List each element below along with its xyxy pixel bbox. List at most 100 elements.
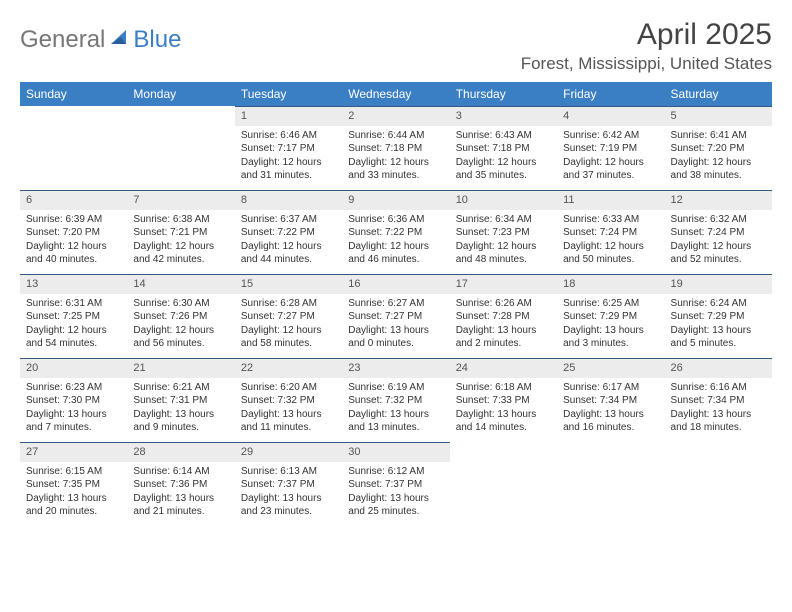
day-number: 25 <box>557 358 664 378</box>
day-number: 3 <box>450 106 557 126</box>
day-number: 9 <box>342 190 449 210</box>
sunset-text: Sunset: 7:28 PM <box>456 310 551 324</box>
sunrise-text: Sunrise: 6:24 AM <box>671 297 766 311</box>
day-number: 22 <box>235 358 342 378</box>
daylight-text: Daylight: 13 hours and 23 minutes. <box>241 492 336 519</box>
day-body: Sunrise: 6:21 AMSunset: 7:31 PMDaylight:… <box>127 378 234 439</box>
day-body: Sunrise: 6:14 AMSunset: 7:36 PMDaylight:… <box>127 462 234 523</box>
sunset-text: Sunset: 7:32 PM <box>241 394 336 408</box>
sunset-text: Sunset: 7:34 PM <box>671 394 766 408</box>
day-number: 14 <box>127 274 234 294</box>
sunrise-text: Sunrise: 6:38 AM <box>133 213 228 227</box>
calendar-day-cell: 7Sunrise: 6:38 AMSunset: 7:21 PMDaylight… <box>127 190 234 274</box>
calendar-day-cell: 29Sunrise: 6:13 AMSunset: 7:37 PMDayligh… <box>235 442 342 526</box>
calendar-day-cell: 16Sunrise: 6:27 AMSunset: 7:27 PMDayligh… <box>342 274 449 358</box>
calendar-day-cell: 12Sunrise: 6:32 AMSunset: 7:24 PMDayligh… <box>665 190 772 274</box>
sunset-text: Sunset: 7:18 PM <box>456 142 551 156</box>
calendar-day-cell: 20Sunrise: 6:23 AMSunset: 7:30 PMDayligh… <box>20 358 127 442</box>
daylight-text: Daylight: 12 hours and 46 minutes. <box>348 240 443 267</box>
day-body: Sunrise: 6:39 AMSunset: 7:20 PMDaylight:… <box>20 210 127 271</box>
sunrise-text: Sunrise: 6:31 AM <box>26 297 121 311</box>
calendar-week-row: 6Sunrise: 6:39 AMSunset: 7:20 PMDaylight… <box>20 190 772 274</box>
day-number: 20 <box>20 358 127 378</box>
calendar-day-cell: 26Sunrise: 6:16 AMSunset: 7:34 PMDayligh… <box>665 358 772 442</box>
day-number: 24 <box>450 358 557 378</box>
day-number: 26 <box>665 358 772 378</box>
day-number: 27 <box>20 442 127 462</box>
weekday-header: Wednesday <box>342 82 449 106</box>
day-body: Sunrise: 6:27 AMSunset: 7:27 PMDaylight:… <box>342 294 449 355</box>
daylight-text: Daylight: 13 hours and 9 minutes. <box>133 408 228 435</box>
sunrise-text: Sunrise: 6:17 AM <box>563 381 658 395</box>
day-body: Sunrise: 6:31 AMSunset: 7:25 PMDaylight:… <box>20 294 127 355</box>
day-body: Sunrise: 6:16 AMSunset: 7:34 PMDaylight:… <box>665 378 772 439</box>
logo-sail-icon <box>109 26 129 54</box>
calendar-table: SundayMondayTuesdayWednesdayThursdayFrid… <box>20 82 772 526</box>
calendar-day-cell: 9Sunrise: 6:36 AMSunset: 7:22 PMDaylight… <box>342 190 449 274</box>
daylight-text: Daylight: 12 hours and 54 minutes. <box>26 324 121 351</box>
sunset-text: Sunset: 7:25 PM <box>26 310 121 324</box>
day-number: 10 <box>450 190 557 210</box>
daylight-text: Daylight: 13 hours and 0 minutes. <box>348 324 443 351</box>
day-number: 5 <box>665 106 772 126</box>
weekday-header: Thursday <box>450 82 557 106</box>
calendar-day-cell: 17Sunrise: 6:26 AMSunset: 7:28 PMDayligh… <box>450 274 557 358</box>
sunset-text: Sunset: 7:23 PM <box>456 226 551 240</box>
calendar-empty-cell <box>20 106 127 190</box>
calendar-day-cell: 5Sunrise: 6:41 AMSunset: 7:20 PMDaylight… <box>665 106 772 190</box>
day-body: Sunrise: 6:43 AMSunset: 7:18 PMDaylight:… <box>450 126 557 187</box>
day-number: 23 <box>342 358 449 378</box>
sunrise-text: Sunrise: 6:34 AM <box>456 213 551 227</box>
daylight-text: Daylight: 12 hours and 33 minutes. <box>348 156 443 183</box>
day-body: Sunrise: 6:13 AMSunset: 7:37 PMDaylight:… <box>235 462 342 523</box>
sunset-text: Sunset: 7:30 PM <box>26 394 121 408</box>
sunset-text: Sunset: 7:27 PM <box>348 310 443 324</box>
sunrise-text: Sunrise: 6:41 AM <box>671 129 766 143</box>
sunset-text: Sunset: 7:22 PM <box>241 226 336 240</box>
day-body: Sunrise: 6:23 AMSunset: 7:30 PMDaylight:… <box>20 378 127 439</box>
daylight-text: Daylight: 12 hours and 50 minutes. <box>563 240 658 267</box>
sunset-text: Sunset: 7:24 PM <box>671 226 766 240</box>
day-number: 19 <box>665 274 772 294</box>
day-body: Sunrise: 6:33 AMSunset: 7:24 PMDaylight:… <box>557 210 664 271</box>
calendar-day-cell: 2Sunrise: 6:44 AMSunset: 7:18 PMDaylight… <box>342 106 449 190</box>
sunset-text: Sunset: 7:29 PM <box>563 310 658 324</box>
sunset-text: Sunset: 7:36 PM <box>133 478 228 492</box>
calendar-day-cell: 11Sunrise: 6:33 AMSunset: 7:24 PMDayligh… <box>557 190 664 274</box>
daylight-text: Daylight: 13 hours and 25 minutes. <box>348 492 443 519</box>
calendar-day-cell: 23Sunrise: 6:19 AMSunset: 7:32 PMDayligh… <box>342 358 449 442</box>
calendar-empty-cell <box>557 442 664 526</box>
day-number: 11 <box>557 190 664 210</box>
daylight-text: Daylight: 13 hours and 18 minutes. <box>671 408 766 435</box>
sunset-text: Sunset: 7:34 PM <box>563 394 658 408</box>
sunrise-text: Sunrise: 6:19 AM <box>348 381 443 395</box>
sunset-text: Sunset: 7:20 PM <box>671 142 766 156</box>
sunrise-text: Sunrise: 6:16 AM <box>671 381 766 395</box>
calendar-day-cell: 3Sunrise: 6:43 AMSunset: 7:18 PMDaylight… <box>450 106 557 190</box>
daylight-text: Daylight: 13 hours and 13 minutes. <box>348 408 443 435</box>
day-body: Sunrise: 6:17 AMSunset: 7:34 PMDaylight:… <box>557 378 664 439</box>
calendar-empty-cell <box>665 442 772 526</box>
sunrise-text: Sunrise: 6:42 AM <box>563 129 658 143</box>
logo: General Blue <box>20 18 181 54</box>
weekday-header: Sunday <box>20 82 127 106</box>
daylight-text: Daylight: 12 hours and 31 minutes. <box>241 156 336 183</box>
sunset-text: Sunset: 7:33 PM <box>456 394 551 408</box>
daylight-text: Daylight: 13 hours and 5 minutes. <box>671 324 766 351</box>
calendar-header-row: SundayMondayTuesdayWednesdayThursdayFrid… <box>20 82 772 106</box>
sunset-text: Sunset: 7:29 PM <box>671 310 766 324</box>
day-number: 16 <box>342 274 449 294</box>
sunrise-text: Sunrise: 6:39 AM <box>26 213 121 227</box>
day-number: 7 <box>127 190 234 210</box>
daylight-text: Daylight: 13 hours and 21 minutes. <box>133 492 228 519</box>
sunrise-text: Sunrise: 6:18 AM <box>456 381 551 395</box>
day-body: Sunrise: 6:32 AMSunset: 7:24 PMDaylight:… <box>665 210 772 271</box>
calendar-day-cell: 30Sunrise: 6:12 AMSunset: 7:37 PMDayligh… <box>342 442 449 526</box>
sunrise-text: Sunrise: 6:46 AM <box>241 129 336 143</box>
day-number: 13 <box>20 274 127 294</box>
logo-text-general: General <box>20 26 105 54</box>
calendar-week-row: 1Sunrise: 6:46 AMSunset: 7:17 PMDaylight… <box>20 106 772 190</box>
day-number: 8 <box>235 190 342 210</box>
calendar-week-row: 20Sunrise: 6:23 AMSunset: 7:30 PMDayligh… <box>20 358 772 442</box>
day-body: Sunrise: 6:46 AMSunset: 7:17 PMDaylight:… <box>235 126 342 187</box>
